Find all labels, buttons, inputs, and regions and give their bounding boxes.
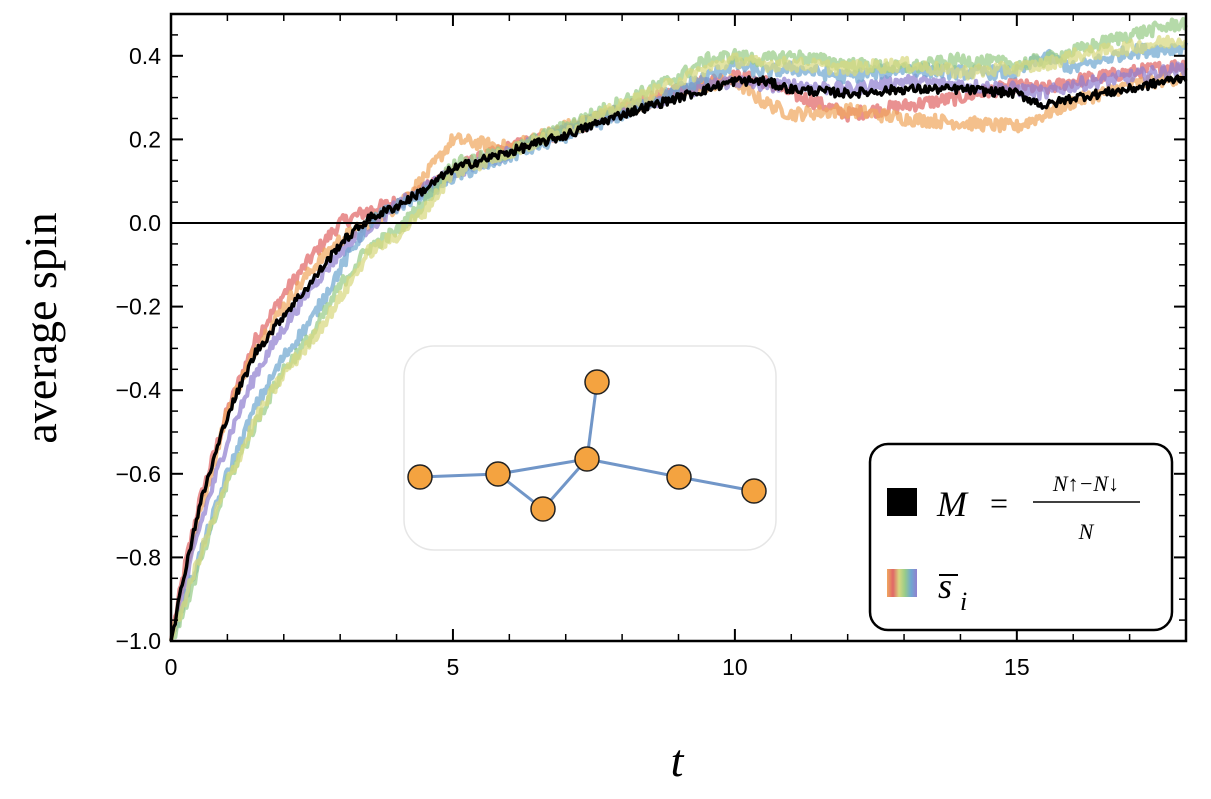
legend-m-symbol: M	[936, 484, 969, 524]
inset-graph-node	[584, 369, 610, 395]
x-tick-label: 10	[722, 654, 748, 680]
legend-m-numerator: N↑−N↓	[1052, 471, 1119, 496]
y-tick-label: 0.0	[129, 210, 161, 236]
inset-graph-node	[741, 478, 767, 504]
legend-swatch-m	[887, 488, 917, 516]
y-tick-label: −0.6	[116, 461, 161, 487]
legend-m-denominator: N	[1078, 519, 1095, 544]
y-tick-label: −0.8	[116, 544, 161, 570]
legend-swatch-si	[887, 569, 917, 597]
y-tick-label: −0.2	[116, 294, 161, 320]
inset-graph-node	[407, 464, 433, 490]
legend-box	[868, 442, 1174, 632]
legend-si-symbol: s	[938, 566, 952, 606]
x-tick-label: 0	[165, 654, 178, 680]
inset-graph-node	[666, 464, 692, 490]
ticks-layer: 0 5 10 15 −1.0 −0.8 −0.6 −0.4 −0.2 0.0 0.2 0.4	[116, 14, 1186, 680]
x-axis-title: t	[671, 735, 685, 786]
inset-graph-edge	[419, 472, 499, 479]
series-line-magnetization	[169, 74, 1188, 642]
legend-m-equals: =	[990, 485, 1008, 521]
inset-graph-edge	[585, 381, 599, 460]
inset-nodes	[407, 369, 767, 522]
inset-graph-node	[574, 446, 600, 472]
y-tick-label: −1.0	[116, 628, 161, 654]
legend: M = N↑−N↓ N s i	[868, 442, 1174, 632]
y-axis-title: average spin	[15, 212, 66, 443]
inset-graph-edge	[497, 457, 588, 476]
inset-network-graph	[403, 345, 777, 551]
x-tick-label: 15	[1004, 654, 1030, 680]
legend-si-subscript: i	[960, 587, 967, 616]
y-tick-label: 0.2	[129, 126, 161, 152]
y-tick-label: −0.4	[116, 377, 162, 403]
inset-graph-node	[530, 496, 556, 522]
inset-graph-edge	[586, 457, 680, 479]
inset-graph-node	[485, 461, 511, 487]
x-tick-label: 5	[447, 654, 460, 680]
series-line-average-spin	[169, 34, 1188, 642]
series-layer	[168, 16, 1189, 642]
y-tick-label: 0.4	[129, 43, 161, 69]
